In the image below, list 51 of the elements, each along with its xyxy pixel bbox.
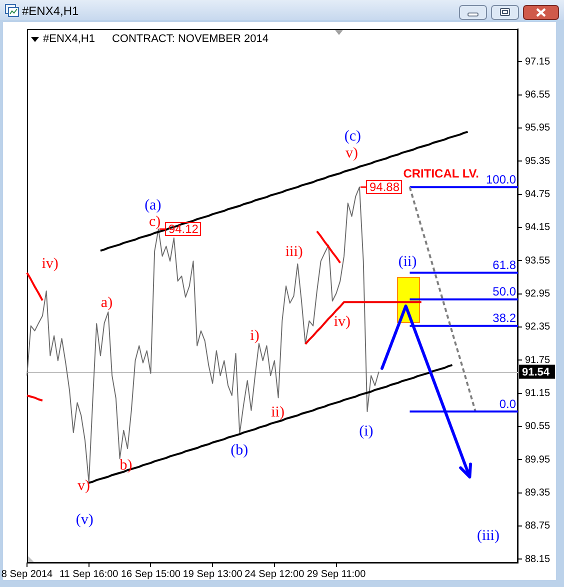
y-tick-label: 97.15 [525,56,550,68]
x-tick-label: 16 Sep 15:00 [120,568,181,580]
annotation: c) [148,214,161,230]
annotation: (ii) [398,254,417,270]
chart-title: #ENX4,H1 [43,33,95,46]
annotation: b) [120,457,132,474]
annotation: (iii) [476,528,500,544]
data-label: 94.88 [369,180,400,194]
annotation: iv) [42,256,58,272]
annotation: CRITICAL LV. [403,166,480,180]
annotation: a) [100,294,113,311]
y-tick-label: 94.15 [525,222,550,234]
y-tick-label: 92.95 [525,288,550,300]
x-tick-label: 8 Sep 2014 [1,568,54,580]
x-tick-label: 24 Sep 12:00 [244,568,305,580]
x-tick-label: 11 Sep 16:00 [59,568,119,580]
annotation: iv) [334,314,351,330]
ref-line-label: 91.54 [522,366,550,378]
y-tick-label: 96.55 [525,90,550,101]
annotation: i) [250,328,260,344]
data-label: 94.12 [168,222,199,236]
y-tick-label: 95.35 [525,156,550,167]
series-label: 100.0 [486,172,516,186]
y-tick-label: 91.75 [525,354,550,366]
x-tick-label: 29 Sep 11:00 [306,568,366,580]
annotation: (v) [76,512,94,528]
y-tick-label: 90.55 [525,421,550,432]
y-tick-label: 88.75 [525,520,550,532]
y-tick-label: 95.95 [525,122,550,134]
annotation: (b) [230,442,248,458]
y-tick-label: 88.15 [525,554,550,565]
annotation: ii) [271,404,284,421]
y-tick-label: 94.75 [525,189,550,200]
chart-title: #ENX4,H1 [22,4,79,18]
annotation: (i) [359,423,374,440]
x-tick-label: 19 Sep 13:00 [182,568,243,580]
y-tick-label: 89.95 [525,454,550,466]
annotation: iii) [285,244,303,260]
y-tick-label: 92.35 [525,322,550,333]
annotation: (a) [144,197,162,214]
series-label: 61.8 [492,258,516,272]
y-tick-label: 93.55 [525,255,550,266]
y-tick-label: 89.35 [525,488,550,499]
annotation: v) [345,145,358,162]
annotation: (c) [344,128,362,145]
series-label: 38.2 [492,311,516,326]
y-tick-label: 91.15 [525,388,550,400]
series-label: 50.0 [492,284,516,299]
series-label: 0.0 [499,396,516,411]
chart-subtitle: CONTRACT: NOVEMBER 2014 [112,33,268,46]
annotation: v) [77,478,90,494]
